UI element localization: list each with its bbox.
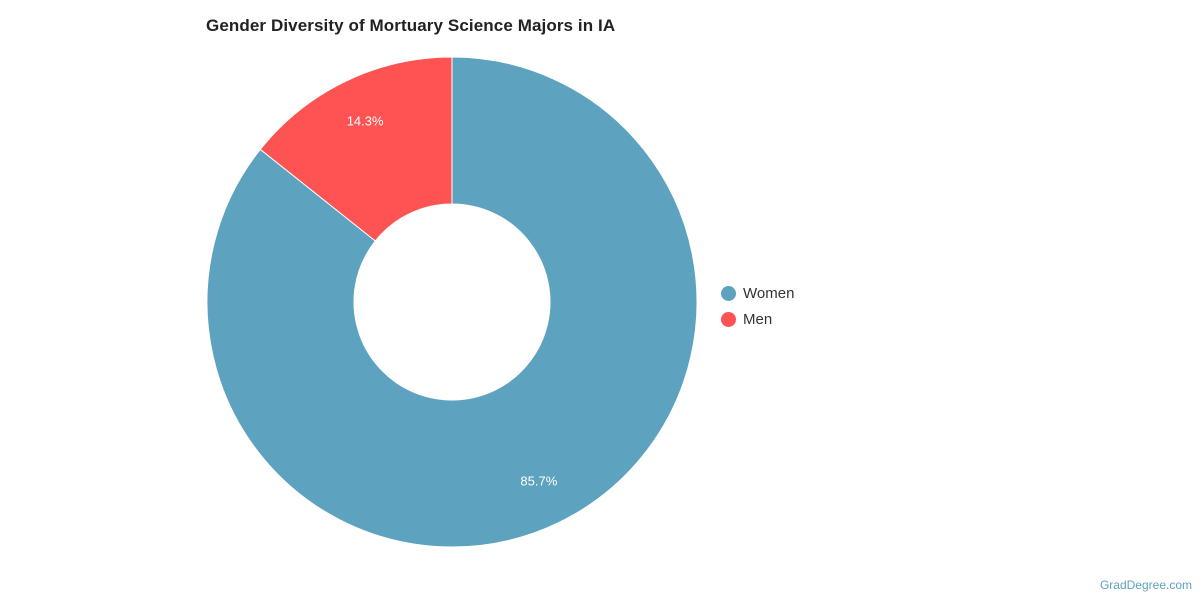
legend-item-men[interactable]: Men: [721, 306, 794, 332]
slice-label-women: 85.7%: [520, 474, 557, 489]
legend-item-women[interactable]: Women: [721, 280, 794, 306]
legend-swatch-men: [721, 311, 736, 327]
source-credit[interactable]: GradDegree.com: [1099, 578, 1192, 592]
slice-label-men: 14.3%: [347, 113, 384, 128]
legend-label-women: Women: [743, 284, 795, 302]
legend: Women Men: [721, 280, 794, 332]
slice-men[interactable]: [259, 56, 453, 242]
donut-slices: [206, 56, 698, 548]
chart-title: Gender Diversity of Mortuary Science Maj…: [206, 16, 616, 35]
legend-swatch-women: [721, 285, 736, 301]
legend-label-men: Men: [743, 310, 773, 328]
donut-labels: 85.7% 14.3%: [347, 113, 558, 488]
slice-women[interactable]: [206, 56, 698, 548]
